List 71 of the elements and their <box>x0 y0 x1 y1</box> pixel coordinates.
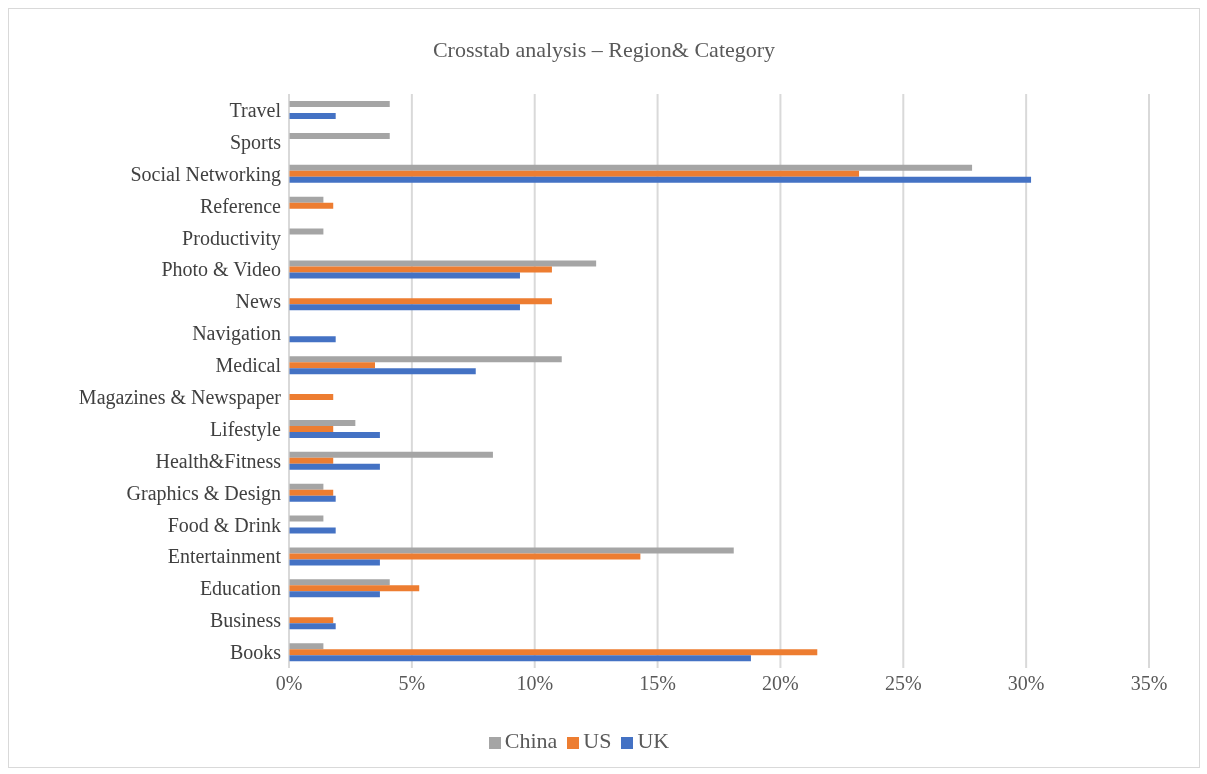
bar <box>289 617 334 624</box>
y-tick-label: Travel <box>229 99 282 122</box>
y-tick-label: Lifestyle <box>209 417 282 441</box>
y-tick-label: Entertainment <box>167 545 282 568</box>
bar <box>289 559 380 566</box>
bar <box>289 164 973 171</box>
bar <box>289 655 751 662</box>
y-tick-label: Social Networking <box>130 162 281 186</box>
bar <box>289 196 324 203</box>
legend-label: China <box>504 728 558 753</box>
bar <box>289 425 334 432</box>
y-tick-label: News <box>235 290 282 313</box>
bar <box>289 527 336 534</box>
bar <box>289 176 1032 183</box>
y-tick-label: Business <box>209 609 282 632</box>
y-tick-label: Navigation <box>192 322 281 346</box>
y-tick-label: Health&Fitness <box>155 449 282 472</box>
y-tick-label: Education <box>199 577 281 600</box>
chart-title: Crosstab analysis – Region& Category <box>431 37 777 63</box>
x-tick-label: 15% <box>639 672 676 695</box>
bar <box>289 463 380 470</box>
y-tick-label: Medical <box>215 354 282 377</box>
bar <box>289 272 520 279</box>
bar <box>289 298 552 305</box>
bar <box>289 419 356 426</box>
bar <box>289 643 324 650</box>
bar <box>289 260 597 267</box>
bar <box>289 483 324 490</box>
x-tick-label: 0% <box>275 672 303 695</box>
bar <box>289 368 476 375</box>
bar <box>289 170 860 177</box>
bar <box>289 362 375 369</box>
bar <box>289 336 336 343</box>
x-tick-label: 10% <box>516 672 554 695</box>
bar <box>289 553 641 560</box>
y-tick-label: Graphics & Design <box>126 481 281 505</box>
bar <box>289 623 336 630</box>
bar <box>289 266 552 273</box>
legend-label: UK <box>637 728 670 753</box>
x-tick-label: 25% <box>884 672 922 695</box>
bar <box>289 489 334 496</box>
bar <box>289 202 334 209</box>
y-tick-label: Photo & Video <box>161 258 281 281</box>
bar <box>289 649 818 656</box>
bar <box>289 431 380 438</box>
bar <box>289 579 390 586</box>
y-tick-label: Food & Drink <box>167 513 281 536</box>
bar <box>289 228 324 235</box>
x-tick-label: 35% <box>1130 672 1168 695</box>
x-tick-label: 20% <box>762 672 799 695</box>
bar <box>289 547 734 554</box>
bar <box>289 113 336 120</box>
bar <box>289 591 380 598</box>
bar <box>289 132 390 139</box>
bar <box>289 451 493 458</box>
y-tick-label: Reference <box>199 194 282 217</box>
y-tick-label: Sports <box>229 130 282 154</box>
bar <box>289 101 390 108</box>
y-tick-label: Magazines & Newspaper <box>78 386 282 410</box>
bar <box>289 304 520 311</box>
bar <box>289 495 336 502</box>
x-tick-label: 30% <box>1007 672 1045 695</box>
bar <box>289 356 562 363</box>
y-tick-label: Books <box>229 641 282 664</box>
bar <box>289 515 324 522</box>
bar <box>289 585 420 592</box>
x-tick-label: 5% <box>398 672 426 695</box>
legend-label: US <box>583 728 612 753</box>
bar <box>289 457 334 464</box>
y-tick-label: Productivity <box>182 226 281 250</box>
bar <box>289 394 334 401</box>
